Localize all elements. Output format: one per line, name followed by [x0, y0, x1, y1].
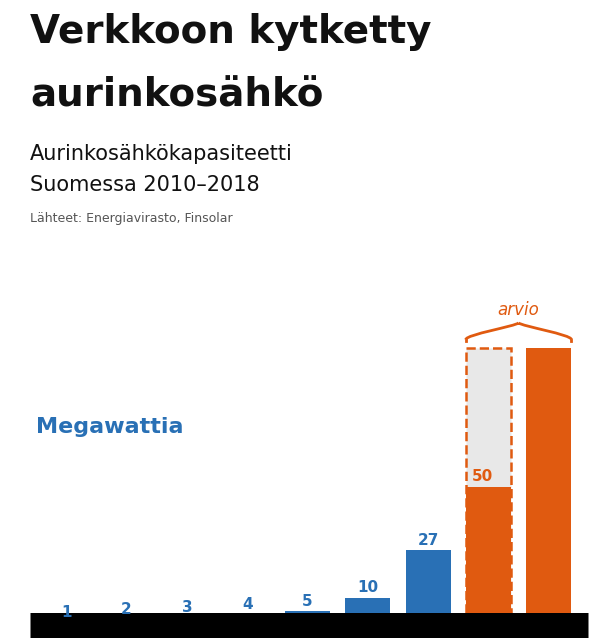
Text: 27: 27 — [418, 533, 439, 548]
Bar — [224, 614, 270, 625]
Text: Suomessa 2010–2018: Suomessa 2010–2018 — [30, 175, 260, 195]
Text: 1: 1 — [61, 605, 71, 620]
Text: aurinkosähkö: aurinkosähkö — [30, 77, 323, 115]
Bar — [164, 617, 209, 625]
Bar — [285, 611, 330, 625]
Text: Lähteet: Energiavirasto, Finsolar: Lähteet: Energiavirasto, Finsolar — [30, 212, 233, 225]
Bar — [466, 348, 511, 625]
Text: 5: 5 — [302, 594, 313, 609]
Text: 10: 10 — [357, 581, 379, 595]
Text: 2: 2 — [121, 602, 132, 618]
Text: Megawattia: Megawattia — [35, 417, 183, 438]
Text: 3: 3 — [182, 600, 192, 614]
Text: arvio: arvio — [498, 300, 539, 319]
Bar — [406, 551, 451, 625]
Text: 4: 4 — [242, 597, 253, 612]
Bar — [44, 623, 89, 625]
Text: Aurinkosähkökapasiteetti: Aurinkosähkökapasiteetti — [30, 144, 293, 163]
Bar — [466, 487, 511, 625]
Bar — [345, 598, 391, 625]
Text: 100: 100 — [527, 359, 559, 374]
Bar — [526, 348, 571, 625]
Bar — [104, 619, 149, 625]
Text: Verkkoon kytketty: Verkkoon kytketty — [30, 13, 431, 51]
Text: 50: 50 — [472, 469, 493, 484]
